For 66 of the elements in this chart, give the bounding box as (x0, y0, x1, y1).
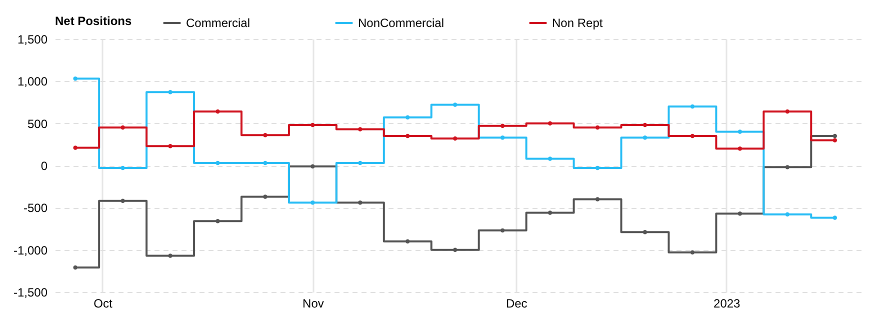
point (738, 211, 742, 216)
point (642, 136, 648, 140)
point (785, 212, 790, 217)
point (642, 230, 648, 234)
point (595, 166, 600, 170)
point (120, 166, 125, 170)
x-tick-label: Nov (302, 296, 324, 310)
point (690, 104, 695, 109)
point (406, 239, 410, 244)
legend-title: Net Positions (55, 14, 132, 28)
legend-label: Commercial (186, 16, 250, 30)
x-tick-label: Dec (506, 296, 528, 310)
y-tick-label: -1,000 (13, 243, 48, 258)
point (406, 134, 410, 138)
point (452, 102, 458, 107)
x-tick-label: Oct (94, 296, 113, 310)
legend-label: NonCommercial (358, 16, 444, 30)
point (216, 219, 220, 224)
point (690, 250, 695, 254)
y-tick-label: -1,500 (13, 286, 48, 300)
point (738, 130, 742, 134)
y-tick-label: 1,500 (17, 32, 48, 46)
point (168, 90, 172, 94)
point (832, 216, 837, 220)
y-tick-label: 500 (27, 116, 48, 131)
point (263, 133, 268, 138)
point (832, 138, 837, 142)
point (358, 127, 362, 132)
point (738, 146, 742, 151)
point (785, 165, 790, 170)
point (690, 134, 695, 138)
point (263, 160, 268, 166)
point (548, 121, 552, 126)
point (452, 136, 458, 141)
point (406, 115, 410, 120)
y-tick-label: -500 (23, 201, 48, 216)
y-tick-label: 0 (40, 159, 48, 173)
point (120, 198, 125, 204)
point (168, 254, 172, 258)
point (310, 164, 315, 168)
point (310, 200, 315, 205)
legend-label: Non Rept (552, 16, 604, 30)
y-tick-label: 1,000 (17, 74, 48, 89)
point (73, 265, 78, 270)
point (216, 160, 220, 166)
point (216, 109, 220, 114)
point (168, 144, 172, 148)
point (642, 122, 648, 128)
point (785, 109, 790, 114)
point (358, 200, 362, 205)
point (452, 248, 458, 252)
point (358, 160, 362, 166)
point (548, 156, 552, 161)
x-tick-label: 2023 (714, 296, 741, 310)
point (500, 228, 505, 233)
point (595, 125, 600, 130)
point (500, 124, 505, 128)
point (832, 134, 837, 138)
point (73, 76, 78, 81)
point (310, 122, 315, 128)
point (548, 210, 552, 215)
point (595, 197, 600, 202)
point (73, 146, 78, 150)
point (263, 194, 268, 199)
point (120, 125, 125, 130)
point (500, 136, 505, 140)
